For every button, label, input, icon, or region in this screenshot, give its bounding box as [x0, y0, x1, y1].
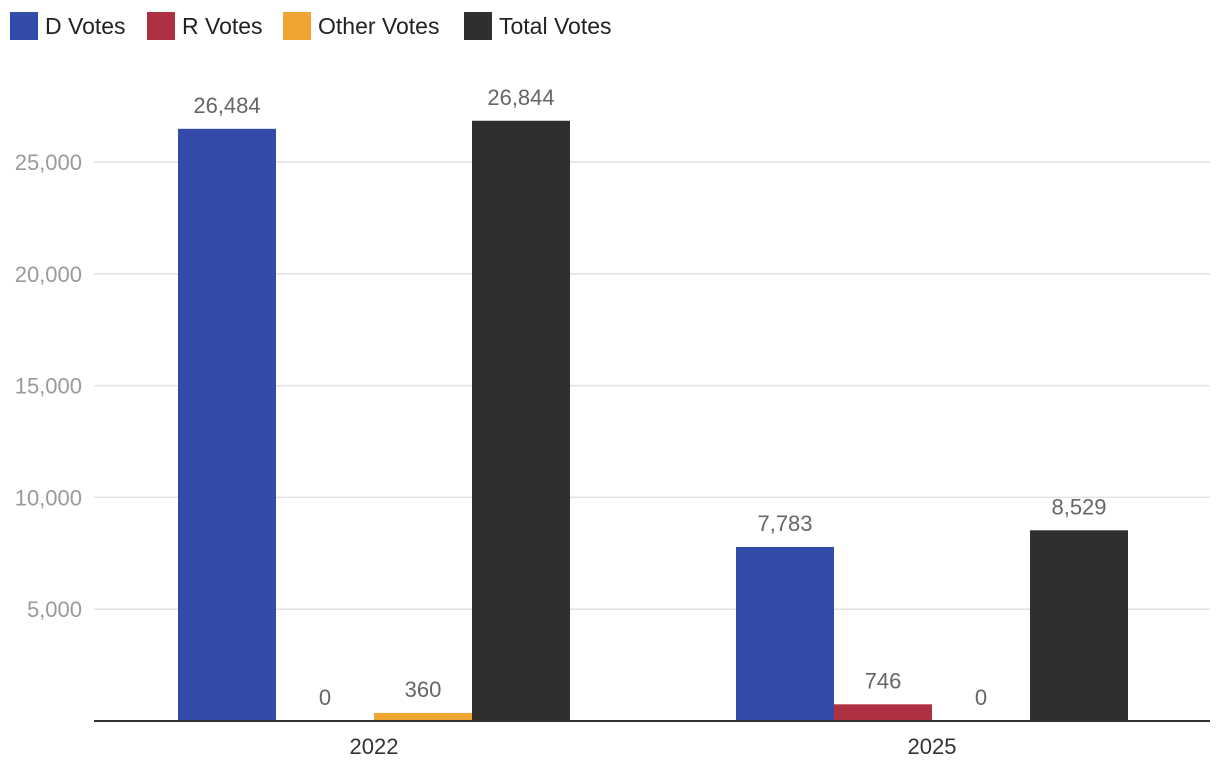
data-label-other-votes-2022: 360	[405, 677, 442, 702]
x-axis-category-labels: 2022 2025	[350, 734, 957, 759]
y-axis-tick-labels: 5,000 10,000 15,000 20,000 25,000	[15, 150, 82, 622]
x-category-label: 2022	[350, 734, 399, 759]
bar-d-votes-2025	[736, 546, 834, 721]
data-label-other-votes-2025: 0	[975, 685, 987, 710]
bar-total-votes-2022	[472, 120, 570, 721]
bar-series	[178, 120, 1128, 722]
y-gridlines	[94, 161, 1210, 610]
bar-data-labels: 26,484 0 360 26,844 7,783 746 0 8,529	[193, 85, 1106, 710]
legend-swatch-other-votes	[283, 12, 311, 40]
x-category-label: 2025	[908, 734, 957, 759]
data-label-d-votes-2022: 26,484	[193, 93, 260, 118]
legend-label-r-votes: R Votes	[182, 13, 263, 39]
legend-swatch-d-votes	[10, 12, 38, 40]
data-label-r-votes-2025: 746	[865, 668, 902, 693]
data-label-r-votes-2022: 0	[319, 685, 331, 710]
y-tick-label: 10,000	[15, 485, 82, 510]
y-tick-label: 25,000	[15, 150, 82, 175]
y-tick-label: 5,000	[27, 597, 82, 622]
data-label-d-votes-2025: 7,783	[757, 511, 812, 536]
data-label-total-votes-2025: 8,529	[1051, 494, 1106, 519]
bar-r-votes-2025	[834, 704, 932, 721]
bar-total-votes-2025	[1030, 530, 1128, 721]
legend-label-other-votes: Other Votes	[318, 13, 439, 39]
legend-swatch-r-votes	[147, 12, 175, 40]
bar-d-votes-2022	[178, 128, 276, 722]
y-tick-label: 15,000	[15, 374, 82, 399]
legend-swatch-total-votes	[464, 12, 492, 40]
y-tick-label: 20,000	[15, 262, 82, 287]
bar-other-votes-2022	[374, 712, 472, 721]
legend-label-total-votes: Total Votes	[499, 13, 612, 39]
legend-label-d-votes: D Votes	[45, 13, 126, 39]
chart-legend: D Votes R Votes Other Votes Total Votes	[10, 12, 612, 40]
data-label-total-votes-2022: 26,844	[487, 85, 554, 110]
